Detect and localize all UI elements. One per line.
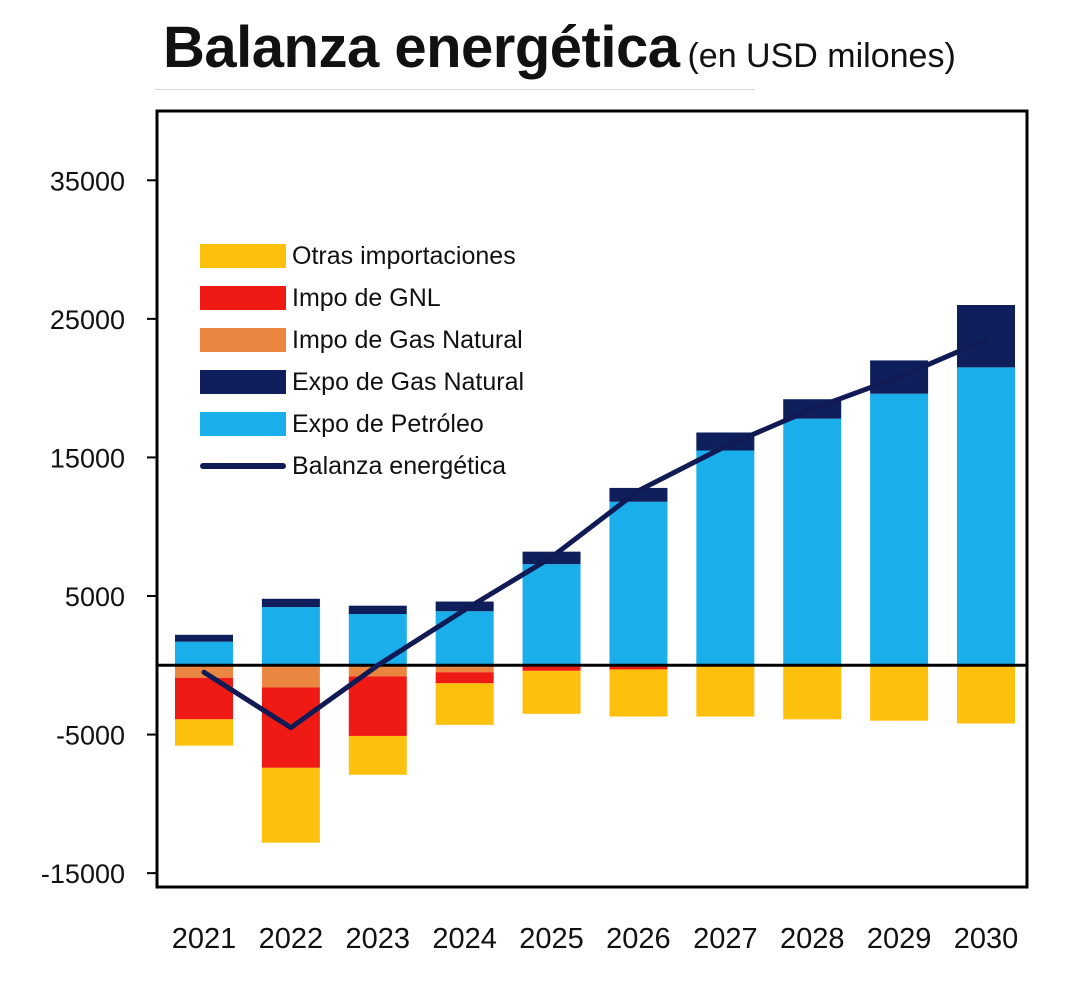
legend-item-impo-gas-natural: Impo de Gas Natural	[200, 319, 524, 361]
legend-item-balanza-energetica: Balanza energética	[200, 445, 524, 487]
bar-expo-de-gas-natural-2030	[957, 305, 1015, 368]
bar-otras-importaciones-2021	[175, 719, 233, 746]
bar-otras-importaciones-2027	[696, 665, 755, 717]
chart-legend: Otras importaciones Impo de GNL Impo de …	[200, 235, 524, 487]
legend-swatch-impo-gas-natural	[200, 328, 286, 352]
x-tick-label-2024: 2024	[432, 923, 497, 955]
bar-otras-importaciones-2026	[609, 669, 668, 717]
bar-impo-de-gnl-2026	[609, 666, 668, 670]
legend-item-expo-gas-natural: Expo de Gas Natural	[200, 361, 524, 403]
x-tick-label-2030: 2030	[954, 923, 1019, 955]
bar-expo-de-gas-natural-2022	[261, 598, 320, 608]
title-underline	[155, 89, 755, 90]
x-tick-label-2028: 2028	[780, 923, 845, 955]
legend-label-otras-importaciones: Otras importaciones	[292, 241, 516, 270]
legend-line-balanza-energetica	[200, 463, 286, 469]
y-tick-label: 5000	[65, 582, 125, 612]
legend-swatch-expo-petroleo	[200, 412, 286, 436]
y-tick-label: 25000	[50, 305, 125, 335]
bar-expo-de-petroleo-2023	[348, 614, 407, 666]
legend-item-impo-gnl: Impo de GNL	[200, 277, 524, 319]
legend-label-expo-gas-natural: Expo de Gas Natural	[292, 367, 525, 396]
bar-otras-importaciones-2022	[261, 767, 320, 843]
legend-swatch-expo-gas-natural	[200, 370, 286, 394]
bar-expo-de-gas-natural-2027	[696, 432, 755, 451]
y-tick-label: 35000	[50, 166, 125, 196]
chart-title: Balanza energética (en USD milones)	[163, 14, 956, 81]
y-tick-label: 15000	[50, 443, 125, 473]
line-balanza-energetica	[201, 337, 989, 731]
x-tick-label-2026: 2026	[606, 923, 671, 955]
bar-impo-de-gas-natural-2023	[348, 665, 407, 677]
bar-expo-de-petroleo-2028	[783, 418, 842, 666]
y-tick-label: -15000	[41, 859, 125, 889]
bar-expo-de-petroleo-2026	[609, 501, 668, 666]
bar-otras-importaciones-2028	[783, 665, 842, 720]
chart-title-main: Balanza energética	[163, 15, 680, 80]
x-tick-label-2025: 2025	[519, 923, 584, 955]
x-tick-label-2021: 2021	[172, 923, 237, 955]
bar-otras-importaciones-2024	[435, 683, 494, 725]
legend-label-impo-gnl: Impo de GNL	[292, 283, 441, 312]
bar-impo-de-gnl-2025	[522, 666, 581, 671]
legend-swatch-otras-importaciones	[200, 244, 286, 268]
bar-impo-de-gnl-2023	[348, 676, 407, 736]
x-tick-label-2022: 2022	[259, 923, 324, 955]
bar-expo-de-gas-natural-2023	[348, 605, 407, 615]
chart-subtitle: (en USD milones)	[687, 37, 956, 75]
legend-item-expo-petroleo: Expo de Petróleo	[200, 403, 524, 445]
bar-expo-de-petroleo-2027	[696, 450, 755, 666]
x-tick-label-2029: 2029	[867, 923, 932, 955]
y-tick-label: -5000	[56, 721, 125, 751]
legend-label-balanza-energetica: Balanza energética	[292, 451, 507, 480]
bar-expo-de-petroleo-2030	[957, 367, 1015, 666]
bar-expo-de-petroleo-2025	[522, 564, 581, 666]
bar-impo-de-gas-natural-2024	[435, 665, 494, 673]
bar-impo-de-gnl-2024	[435, 672, 494, 684]
bar-otras-importaciones-2023	[348, 735, 407, 775]
plot-frame	[155, 109, 1029, 889]
bar-expo-de-petroleo-2029	[870, 393, 929, 666]
bar-expo-de-petroleo-2024	[435, 611, 494, 666]
bar-otras-importaciones-2030	[957, 665, 1015, 724]
legend-label-expo-petroleo: Expo de Petróleo	[292, 409, 484, 438]
bar-expo-de-petroleo-2022	[261, 607, 320, 666]
x-tick-label-2027: 2027	[693, 923, 758, 955]
bar-otras-importaciones-2025	[522, 670, 581, 714]
bar-expo-de-gas-natural-2026	[609, 487, 668, 502]
x-tick-label-2023: 2023	[346, 923, 411, 955]
legend-label-impo-gas-natural: Impo de Gas Natural	[292, 325, 523, 354]
bar-impo-de-gas-natural-2022	[261, 665, 320, 688]
bar-expo-de-gas-natural-2024	[435, 601, 494, 612]
bar-otras-importaciones-2029	[870, 665, 929, 721]
bar-expo-de-petroleo-2021	[175, 641, 233, 666]
bar-expo-de-gas-natural-2021	[175, 634, 233, 642]
legend-swatch-impo-gnl	[200, 286, 286, 310]
legend-item-otras-importaciones: Otras importaciones	[200, 235, 524, 277]
